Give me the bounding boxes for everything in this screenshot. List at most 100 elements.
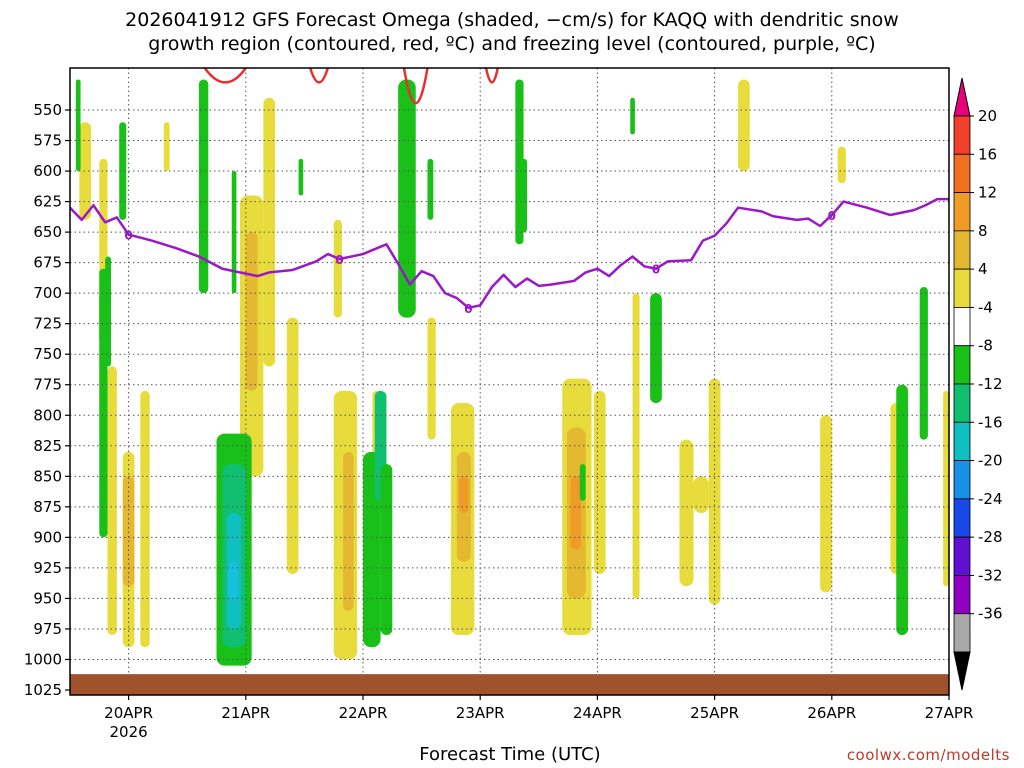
- colorbar-label--36: -36: [978, 605, 1003, 623]
- omega-region-50: [521, 158, 528, 233]
- y-tick-label-600: 600: [33, 162, 62, 180]
- omega-region-15: [427, 317, 436, 440]
- omega-region-27: [738, 79, 750, 172]
- colorbar-segment-0: [953, 115, 971, 155]
- omega-region-5: [140, 390, 150, 648]
- colorbar-segment-11: [953, 536, 971, 576]
- omega-region-46: [380, 464, 393, 636]
- x-tick-label-26APR: 26APR: [807, 704, 856, 722]
- dgz-contour-3: [484, 68, 500, 84]
- colorbar-segment-4: [953, 268, 971, 308]
- omega-region-4: [122, 476, 135, 587]
- omega-region-21: [570, 476, 581, 550]
- omega-region-41: [228, 561, 238, 599]
- y-tick-label-550: 550: [33, 101, 62, 119]
- colorbar-label-8: 8: [978, 222, 988, 240]
- y-tick-label-825: 825: [33, 437, 62, 455]
- x-tick-sublabel-year: 2026: [110, 723, 148, 741]
- colorbar-label-20: 20: [978, 107, 997, 125]
- omega-region-28: [820, 415, 832, 593]
- y-tick-label-625: 625: [33, 193, 62, 211]
- omega-region-0: [79, 122, 92, 220]
- chart-title-line-1: 2026041912 GFS Forecast Omega (shaded, −…: [125, 9, 899, 31]
- y-tick-label-800: 800: [33, 406, 62, 424]
- freezing-level-label-3: 0: [652, 263, 660, 277]
- omega-region-53: [650, 293, 662, 404]
- colorbar-segment-13: [953, 613, 971, 653]
- y-tick-label-1000: 1000: [24, 650, 62, 668]
- colorbar-segment-12: [953, 575, 971, 615]
- y-tick-label-925: 925: [33, 559, 62, 577]
- colorbar: 20 16 12 8 4 -4 -8 -12 -16 -20 -24 -28 -32 -36: [953, 77, 1003, 691]
- colorbar-segment-1: [953, 153, 971, 193]
- x-tick-label-20APR: 20APR: [104, 704, 153, 722]
- x-tick-label-25APR: 25APR: [690, 704, 739, 722]
- omega-shading: [75, 79, 949, 666]
- dgz-contours: [203, 68, 500, 105]
- colorbar-label-4: 4: [978, 260, 988, 278]
- x-tick-label-24APR: 24APR: [573, 704, 622, 722]
- y-tick-label-725: 725: [33, 315, 62, 333]
- colorbar-label--12: -12: [978, 375, 1003, 393]
- omega-region-29: [837, 146, 846, 184]
- colorbar-segment-3: [953, 230, 971, 270]
- dgz-contour-2: [402, 68, 429, 105]
- omega-region-48: [427, 158, 434, 220]
- omega-region-18: [459, 476, 469, 513]
- freezing-level-label-2: 0: [464, 302, 472, 316]
- colorbar-label-16: 16: [978, 145, 997, 163]
- colorbar-segment-10: [953, 498, 971, 538]
- omega-region-10: [286, 317, 299, 574]
- omega-region-26: [693, 476, 709, 513]
- omega-region-6: [163, 122, 170, 172]
- y-tick-label-975: 975: [33, 620, 62, 638]
- freezing-level-label-1: 0: [335, 253, 343, 267]
- freezing-level-line: [70, 197, 949, 310]
- omega-region-54: [896, 384, 908, 636]
- colorbar-label--8: -8: [978, 337, 993, 355]
- omega-region-24: [679, 439, 694, 587]
- omega-region-55: [919, 287, 928, 440]
- omega-region-35: [119, 122, 127, 220]
- omega-region-8: [245, 232, 258, 391]
- ground-surface: [70, 674, 949, 695]
- colorbar-label--24: -24: [978, 490, 1003, 508]
- omega-region-47: [398, 79, 416, 318]
- chart-title-line-2: growth region (contoured, red, ºC) and f…: [148, 33, 876, 55]
- colorbar-label--4: -4: [978, 298, 993, 316]
- colorbar-segment-7: [953, 383, 971, 423]
- y-tick-label-675: 675: [33, 254, 62, 272]
- colorbar-bottom-arrow: [953, 651, 971, 691]
- x-tick-label-21APR: 21APR: [221, 704, 270, 722]
- freezing-level-label-4: 0: [828, 209, 836, 223]
- y-tick-label-950: 950: [33, 589, 62, 607]
- colorbar-segment-9: [953, 460, 971, 500]
- credit-link[interactable]: coolwx.com/modelts: [846, 746, 1010, 764]
- y-tick-label-650: 650: [33, 223, 62, 241]
- plot-frame: [69, 67, 950, 696]
- dgz-contour-1: [309, 68, 330, 84]
- y-tick-label-875: 875: [33, 498, 62, 516]
- freezing-level-contour: 0 0 0 0 0: [70, 197, 949, 316]
- omega-region-43: [298, 158, 304, 196]
- x-axis: 20APR 21APR 22APR 23APR 24APR 25APR 26APR 27APR…: [104, 695, 973, 741]
- omega-region-23: [632, 293, 640, 599]
- x-tick-label-23APR: 23APR: [456, 704, 505, 722]
- dgz-contour-0: [203, 68, 247, 84]
- omega-region-51: [579, 464, 586, 501]
- colorbar-label--20: -20: [978, 452, 1003, 470]
- x-tick-label-22APR: 22APR: [339, 704, 388, 722]
- colorbar-label-12: 12: [978, 184, 997, 202]
- colorbar-segment-5: [953, 307, 971, 347]
- colorbar-top-arrow: [953, 77, 971, 117]
- y-tick-label-750: 750: [33, 345, 62, 363]
- y-tick-label-575: 575: [33, 132, 62, 150]
- omega-region-31: [943, 390, 949, 587]
- chart-title: 2026041912 GFS Forecast Omega (shaded, −…: [0, 8, 1024, 56]
- y-axis: 550 575 600 625 650 675 700 725 750 775 800 825 850 8…: [24, 101, 70, 699]
- x-axis-label: Forecast Time (UTC): [419, 744, 601, 765]
- colorbar-label--32: -32: [978, 566, 1003, 584]
- colorbar-segment-8: [953, 421, 971, 461]
- y-tick-label-850: 850: [33, 467, 62, 485]
